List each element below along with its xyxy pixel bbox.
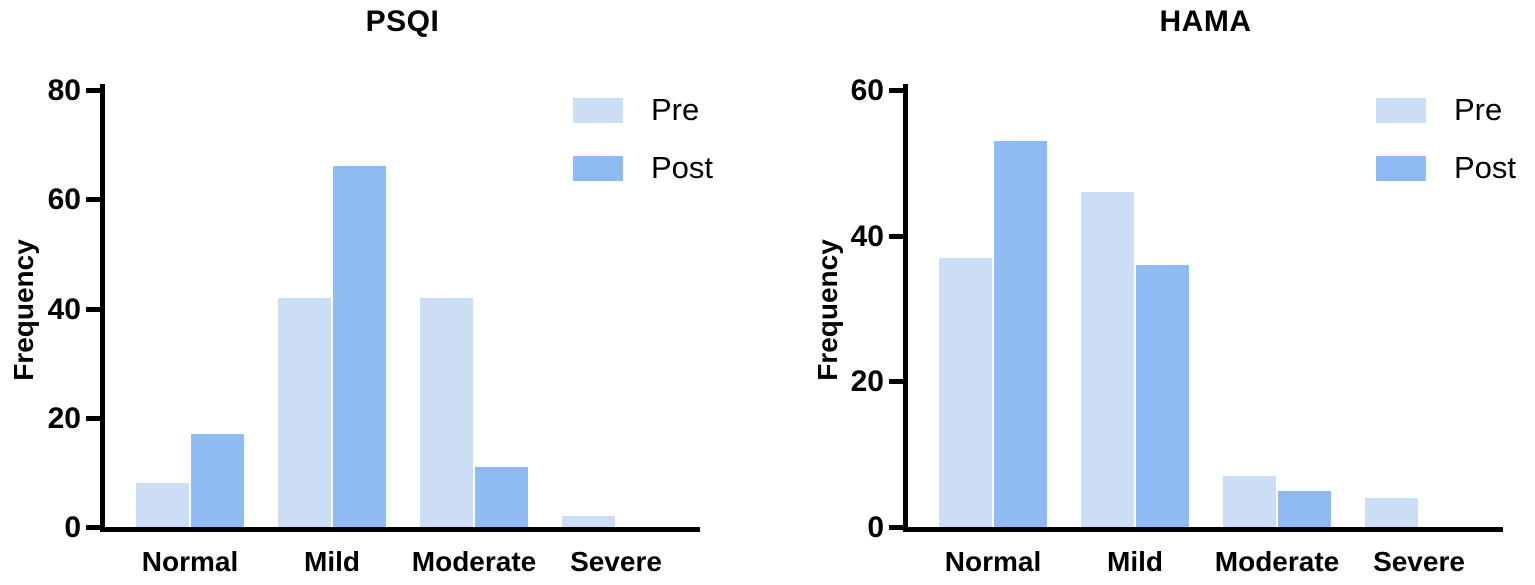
psqi-y-tick-40 — [86, 306, 100, 312]
bar-psqi-normal-post — [191, 434, 244, 527]
psqi-y-axis — [100, 84, 105, 532]
bar-hama-normal-pre — [939, 257, 992, 527]
psqi-y-tick-60 — [86, 197, 100, 203]
psqi-y-tick-label-40: 40 — [47, 292, 81, 326]
psqi-chart: PSQI Frequency 0 20 40 60 80 Normal Mild Modera… — [8, 5, 714, 577]
psqi-legend-label-pre: Pre — [651, 92, 700, 127]
psqi-x-category-label-severe: Severe — [570, 546, 662, 577]
bar-psqi-moderate-post — [475, 466, 528, 527]
psqi-y-tick-label-60: 60 — [47, 183, 81, 217]
hama-y-axis-label: Frequency — [812, 239, 843, 381]
psqi-y-tick-0 — [86, 525, 100, 530]
hama-legend-swatch-pre — [1376, 98, 1426, 123]
psqi-legend-label-post: Post — [651, 150, 714, 185]
hama-y-tick-label-0: 0 — [867, 511, 884, 544]
bar-psqi-moderate-pre — [420, 297, 473, 527]
bar-hama-mild-pre — [1081, 191, 1134, 527]
hama-chart-title: HAMA — [1159, 5, 1252, 38]
psqi-x-category-label-normal: Normal — [141, 546, 239, 577]
bar-hama-moderate-pre — [1223, 476, 1276, 527]
psqi-x-category-label-moderate: Moderate — [411, 546, 537, 577]
psqi-legend-swatch-post — [573, 156, 623, 181]
psqi-y-tick-80 — [86, 88, 100, 93]
psqi-y-tick-20 — [86, 415, 100, 421]
hama-legend-swatch-post — [1376, 156, 1426, 181]
psqi-y-tick-label-0: 0 — [64, 511, 81, 544]
hama-chart: HAMA Frequency 0 20 40 60 Normal Mild Moderate… — [768, 0, 1535, 585]
hama-y-tick-label-20: 20 — [850, 365, 884, 399]
psqi-x-axis — [100, 527, 700, 532]
hama-y-tick-label-40: 40 — [850, 219, 884, 253]
bar-hama-severe-pre — [1365, 497, 1418, 527]
bar-hama-normal-post — [994, 140, 1047, 527]
bar-psqi-mild-pre — [278, 297, 331, 527]
psqi-chart-title: PSQI — [365, 5, 440, 38]
hama-x-category-label-severe: Severe — [1373, 546, 1465, 577]
hama-legend-label-pre: Pre — [1454, 92, 1503, 127]
hama-y-tick-0 — [889, 525, 903, 530]
hama-x-category-label-normal: Normal — [944, 546, 1042, 577]
hama-x-category-label-mild: Mild — [1107, 546, 1163, 577]
psqi-y-tick-label-20: 20 — [47, 401, 81, 435]
psqi-x-category-label-mild: Mild — [304, 546, 360, 577]
hama-x-category-label-moderate: Moderate — [1214, 546, 1340, 577]
bar-psqi-mild-post — [333, 166, 386, 527]
bar-psqi-severe-pre — [562, 516, 615, 527]
psqi-y-tick-label-80: 80 — [47, 74, 81, 107]
hama-y-tick-40 — [889, 233, 903, 239]
hama-y-tick-label-60: 60 — [850, 74, 884, 107]
hama-legend-label-post: Post — [1454, 150, 1517, 185]
hama-x-axis — [903, 527, 1503, 532]
psqi-legend-swatch-pre — [573, 98, 623, 123]
bar-hama-mild-post — [1136, 264, 1189, 527]
hama-y-tick-20 — [889, 379, 903, 385]
bar-psqi-normal-pre — [136, 483, 189, 527]
hama-y-tick-60 — [889, 88, 903, 93]
bar-hama-moderate-post — [1278, 490, 1331, 527]
hama-y-axis — [903, 84, 908, 532]
